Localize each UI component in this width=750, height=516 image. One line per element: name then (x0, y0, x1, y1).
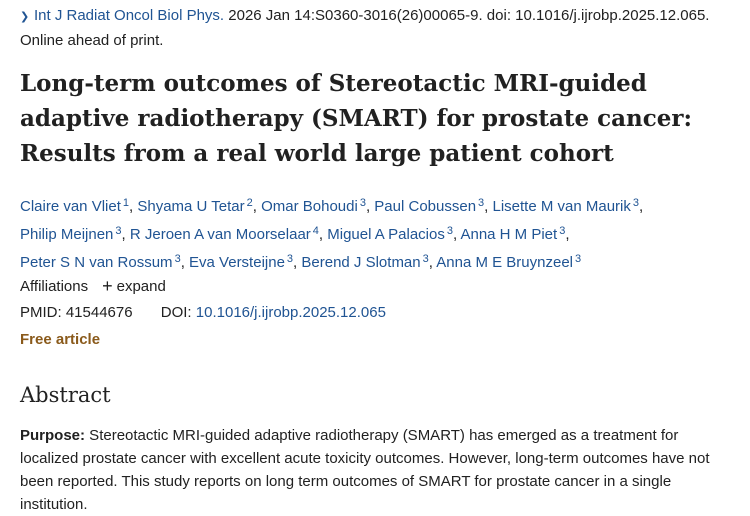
author-link[interactable]: Philip Meijnen (20, 226, 114, 243)
author-item: Shyama U Tetar 2, (137, 197, 262, 215)
affiliation-number[interactable]: 3 (115, 225, 122, 237)
author-link[interactable]: Omar Bohoudi (261, 198, 358, 215)
publication-status: Online ahead of print. (20, 32, 164, 49)
author-link[interactable]: Eva Versteijne (189, 254, 285, 271)
affiliation-number[interactable]: 3 (478, 197, 485, 209)
doi-label: DOI: (160, 304, 196, 321)
affiliation-number[interactable]: 3 (575, 253, 582, 265)
author-item: Miguel A Palacios 3, (327, 225, 461, 243)
author-item: Anna H M Piet 3, (460, 225, 570, 243)
affiliation-number[interactable]: 3 (559, 225, 566, 237)
author-item: Eva Versteijne 3, (189, 253, 302, 271)
author-item: Claire van Vliet 1, (20, 197, 138, 215)
author-item: Anna M E Bruynzeel 3 (436, 253, 582, 271)
affiliation-number[interactable]: 3 (632, 197, 640, 209)
affiliation-number[interactable]: 3 (359, 197, 366, 209)
author-item: Lisette M van Maurik 3, (492, 197, 644, 215)
affiliation-number[interactable]: 3 (174, 253, 181, 265)
author-link[interactable]: Berend J Slotman (301, 254, 421, 271)
citation-details: 2026 Jan 14:S0360-3016(26)00065-9. doi: … (224, 7, 710, 24)
author-link[interactable]: Shyama U Tetar (137, 198, 245, 215)
author-item: Berend J Slotman 3, (301, 253, 437, 271)
affiliations-row: Affiliations + expand (20, 275, 166, 298)
affiliation-number[interactable]: 3 (286, 253, 294, 265)
pmid-value: 41544676 (65, 304, 133, 321)
author-link[interactable]: Anna M E Bruynzeel (436, 254, 574, 271)
affiliation-number[interactable]: 3 (446, 225, 453, 237)
pmid-label: PMID: (20, 304, 66, 321)
author-item: Philip Meijnen 3, (20, 225, 130, 243)
expand-affiliations-button[interactable]: expand (116, 278, 166, 295)
doi-link[interactable]: 10.1016/j.ijrobp.2025.12.065 (195, 304, 386, 321)
journal-link[interactable]: Int J Radiat Oncol Biol Phys. (34, 7, 225, 24)
author-item: Peter S N van Rossum 3, (20, 253, 190, 271)
author-item: Omar Bohoudi 3, (261, 197, 375, 215)
affiliations-label: Affiliations (20, 278, 89, 295)
affiliation-number[interactable]: 1 (122, 197, 130, 209)
abstract-purpose: Purpose: Stereotactic MRI-guided adaptiv… (20, 424, 735, 516)
citation: ❯ Int J Radiat Oncol Biol Phys. 2026 Jan … (20, 4, 740, 52)
author-link[interactable]: R Jeroen A van Moorselaar (129, 226, 311, 243)
affiliation-number[interactable]: 3 (422, 253, 429, 265)
affiliation-number[interactable]: 4 (312, 225, 319, 237)
affiliation-number[interactable]: 2 (246, 197, 253, 209)
free-article-badge: Free article (20, 331, 101, 348)
author-item: R Jeroen A van Moorselaar 4, (129, 225, 328, 243)
identifiers-row: PMID: 41544676 DOI: 10.1016/j.ijrobp.202… (20, 302, 386, 324)
author-link[interactable]: Claire van Vliet (20, 198, 121, 215)
plus-icon[interactable]: + (102, 276, 113, 296)
purpose-label: Purpose: (20, 427, 86, 444)
author-link[interactable]: Lisette M van Maurik (492, 198, 631, 215)
purpose-text: Stereotactic MRI-guided adaptive radioth… (20, 427, 710, 513)
chevron-right-icon: ❯ (20, 11, 30, 23)
author-link[interactable]: Paul Cobussen (374, 198, 477, 215)
author-link[interactable]: Peter S N van Rossum (20, 254, 173, 271)
abstract-heading: Abstract (20, 383, 111, 407)
author-list: Claire van Vliet 1, Shyama U Tetar 2, Omar… (20, 191, 740, 275)
author-link[interactable]: Miguel A Palacios (327, 226, 445, 243)
author-link[interactable]: Anna H M Piet (460, 226, 558, 243)
article-title: Long-term outcomes of Stereotactic MRI-g… (20, 70, 692, 167)
author-item: Paul Cobussen 3, (374, 197, 493, 215)
